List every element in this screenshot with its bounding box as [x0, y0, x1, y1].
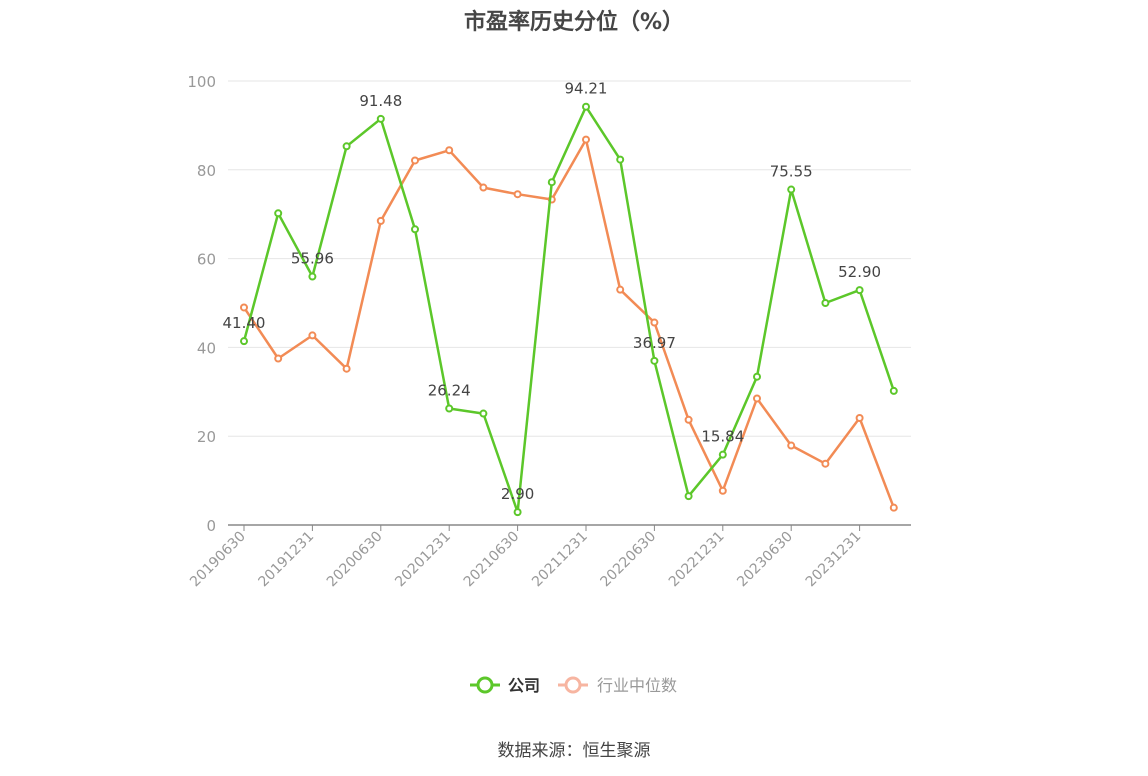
legend-item-industry[interactable]: 行业中位数 — [558, 676, 677, 695]
data-point-company[interactable] — [650, 356, 659, 365]
data-point-industry[interactable] — [479, 183, 488, 192]
y-tick-label: 80 — [197, 162, 216, 180]
data-point-company[interactable] — [274, 209, 283, 218]
y-tick-label: 20 — [197, 428, 216, 446]
data-point-industry[interactable] — [240, 303, 248, 312]
x-tick-label: 20210630 — [461, 529, 523, 591]
data-point-company[interactable] — [787, 185, 796, 194]
data-source-note: 数据来源：恒生聚源 — [497, 741, 651, 761]
data-label: 26.24 — [428, 381, 471, 399]
data-point-company[interactable] — [889, 386, 898, 395]
series-line-industry — [242, 138, 895, 509]
data-point-industry[interactable] — [274, 354, 283, 363]
y-axis-ticks: 0 20 40 60 80 100 — [187, 73, 216, 535]
data-point-company[interactable] — [855, 286, 864, 295]
data-point-industry[interactable] — [855, 413, 864, 422]
legend-item-company[interactable]: 公司 — [470, 676, 540, 695]
data-label: 41.40 — [223, 314, 266, 332]
data-point-company[interactable] — [684, 492, 693, 501]
x-tick-label: 20221231 — [666, 529, 728, 591]
data-point-company[interactable] — [479, 409, 488, 418]
data-label: 36.97 — [633, 334, 676, 352]
x-tick-label: 20211231 — [529, 529, 591, 591]
chart-title: 市盈率历史分位（%） — [463, 10, 685, 35]
y-tick-label: 60 — [197, 251, 216, 269]
x-axis: 20190630 20191231 20200630 20201231 20210630… — [187, 524, 911, 591]
x-tick-label: 20191231 — [256, 529, 318, 591]
data-point-company[interactable] — [342, 142, 351, 151]
legend-industry-label: 行业中位数 — [597, 676, 677, 695]
data-point-company[interactable] — [547, 178, 556, 187]
data-point-company[interactable] — [411, 225, 419, 234]
series-line-company — [242, 105, 895, 514]
data-labels: 41.40 55.96 91.48 26.24 2.90 94.21 36.97 15.84 7… — [223, 80, 882, 503]
data-label: 2.90 — [501, 485, 534, 503]
data-point-industry[interactable] — [616, 285, 625, 294]
data-point-industry[interactable] — [445, 146, 454, 155]
data-point-company[interactable] — [753, 372, 761, 381]
data-point-industry[interactable] — [684, 415, 693, 424]
data-point-company[interactable] — [308, 272, 317, 281]
y-tick-label: 0 — [206, 517, 216, 535]
data-point-industry[interactable] — [308, 331, 317, 340]
y-tick-label: 40 — [197, 339, 216, 357]
data-label: 94.21 — [565, 80, 608, 98]
data-point-industry[interactable] — [376, 216, 385, 225]
data-label: 75.55 — [770, 163, 813, 181]
x-tick-label: 20231231 — [803, 529, 865, 591]
data-label: 55.96 — [291, 250, 334, 268]
data-point-company[interactable] — [376, 114, 385, 123]
series-lines — [240, 102, 898, 517]
data-point-company[interactable] — [445, 404, 454, 413]
data-point-industry[interactable] — [889, 503, 898, 512]
data-point-industry[interactable] — [718, 486, 727, 495]
data-point-company[interactable] — [821, 299, 830, 307]
y-tick-label: 100 — [187, 73, 216, 91]
data-label: 91.48 — [359, 92, 402, 110]
data-point-industry[interactable] — [787, 441, 796, 450]
x-tick-label: 20230630 — [734, 529, 796, 591]
legend-company-label: 公司 — [508, 676, 540, 695]
data-point-industry[interactable] — [342, 364, 351, 373]
x-tick-label: 20201231 — [392, 529, 454, 591]
x-tick-label: 20200630 — [324, 529, 386, 591]
x-tick-label: 20190630 — [187, 529, 249, 591]
x-tick-label: 20220630 — [598, 529, 660, 591]
data-point-industry[interactable] — [513, 190, 522, 199]
data-point-company[interactable] — [582, 102, 590, 111]
data-point-industry[interactable] — [753, 394, 761, 403]
data-point-industry[interactable] — [411, 156, 419, 165]
legend[interactable]: 公司 行业中位数 — [470, 676, 677, 695]
data-point-industry[interactable] — [582, 135, 590, 144]
data-point-company[interactable] — [718, 450, 727, 459]
legend-industry-marker-icon — [564, 676, 582, 694]
data-point-industry[interactable] — [821, 459, 830, 468]
data-label: 15.84 — [701, 428, 744, 446]
data-point-company[interactable] — [240, 337, 248, 346]
data-point-company[interactable] — [513, 508, 522, 517]
legend-company-marker-icon — [476, 676, 494, 694]
data-label: 52.90 — [838, 263, 881, 281]
data-point-industry[interactable] — [650, 318, 659, 327]
data-point-company[interactable] — [616, 155, 625, 164]
